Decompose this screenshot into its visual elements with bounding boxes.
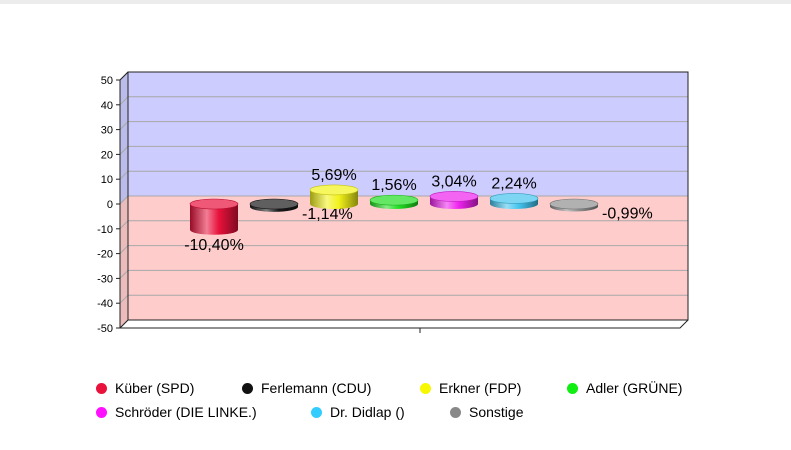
bar-value-label: -10,40% bbox=[184, 237, 244, 254]
frame-edge bbox=[119, 319, 129, 329]
legend-marker-icon bbox=[420, 382, 431, 394]
y-tick-label: -50 bbox=[97, 323, 113, 335]
legend-marker-icon bbox=[311, 406, 322, 418]
plot-frame bbox=[127, 71, 689, 321]
legend-label: Dr. Didlap () bbox=[330, 404, 405, 420]
bar-top-cap bbox=[489, 193, 539, 204]
legend-item-erkner-fdp: Erkner (FDP) bbox=[420, 380, 567, 396]
legend-item-kueber-spd: Küber (SPD) bbox=[96, 380, 242, 396]
bar-value-label: -1,14% bbox=[302, 206, 353, 223]
top-border bbox=[0, 0, 791, 4]
y-tick-label: 30 bbox=[101, 125, 113, 137]
legend-marker-icon bbox=[242, 382, 253, 394]
positive-zone-background bbox=[128, 72, 688, 196]
left-wall-positive bbox=[120, 72, 128, 204]
y-tick-label: -10 bbox=[97, 224, 113, 236]
bar-top-cap bbox=[189, 198, 239, 210]
legend-label: Sonstige bbox=[469, 404, 524, 420]
legend-item-sonstige: Sonstige bbox=[450, 404, 523, 420]
legend-label: Erkner (FDP) bbox=[439, 380, 522, 396]
legend-item-adler-gruene: Adler (GRÜNE) bbox=[567, 380, 682, 396]
left-wall-negative bbox=[120, 196, 128, 328]
y-tick-label: 0 bbox=[107, 199, 113, 211]
legend-item-ferlemann-cdu: Ferlemann (CDU) bbox=[242, 380, 420, 396]
y-tick-label: 50 bbox=[101, 75, 113, 87]
legend-row: Küber (SPD) Ferlemann (CDU) Erkner (FDP)… bbox=[96, 376, 776, 400]
gridline bbox=[119, 319, 688, 329]
bar-value-label: 1,56% bbox=[371, 177, 416, 194]
legend-marker-icon bbox=[450, 406, 461, 418]
bar-value-label: 2,24% bbox=[491, 175, 536, 192]
bar-top-cap bbox=[429, 191, 479, 202]
legend-label: Schröder (DIE LINKE.) bbox=[115, 404, 257, 420]
x-axis-line bbox=[120, 319, 689, 329]
bar-body bbox=[190, 204, 238, 235]
legend-marker-icon bbox=[96, 382, 107, 394]
y-tick-label: 40 bbox=[101, 100, 113, 112]
y-tick-label: -20 bbox=[97, 249, 113, 261]
bar-top-cap bbox=[249, 198, 299, 210]
bar-value-label: 5,69% bbox=[311, 167, 356, 184]
legend-label: Ferlemann (CDU) bbox=[261, 380, 372, 396]
frame-edge bbox=[119, 71, 129, 81]
bar-body bbox=[310, 189, 358, 209]
bar-value-label: 3,04% bbox=[431, 173, 476, 190]
legend-marker-icon bbox=[96, 406, 107, 418]
legend-label: Küber (SPD) bbox=[115, 380, 195, 396]
bar-top-cap bbox=[309, 184, 359, 196]
legend-marker-icon bbox=[567, 382, 578, 394]
chart-legend: Küber (SPD) Ferlemann (CDU) Erkner (FDP)… bbox=[96, 376, 776, 424]
y-tick-label: -40 bbox=[97, 298, 113, 310]
bar-top-cap bbox=[549, 198, 599, 210]
y-tick-label: -30 bbox=[97, 273, 113, 285]
y-tick-label: 10 bbox=[101, 174, 113, 186]
legend-row: Schröder (DIE LINKE.) Dr. Didlap () Sons… bbox=[96, 400, 776, 424]
legend-item-schroeder-linke: Schröder (DIE LINKE.) bbox=[96, 404, 311, 420]
legend-item-didlap: Dr. Didlap () bbox=[311, 404, 450, 420]
legend-label: Adler (GRÜNE) bbox=[586, 380, 683, 396]
y-tick-label: 20 bbox=[101, 149, 113, 161]
bar-value-label: -0,99% bbox=[602, 205, 653, 222]
bar-top-cap bbox=[369, 194, 419, 206]
